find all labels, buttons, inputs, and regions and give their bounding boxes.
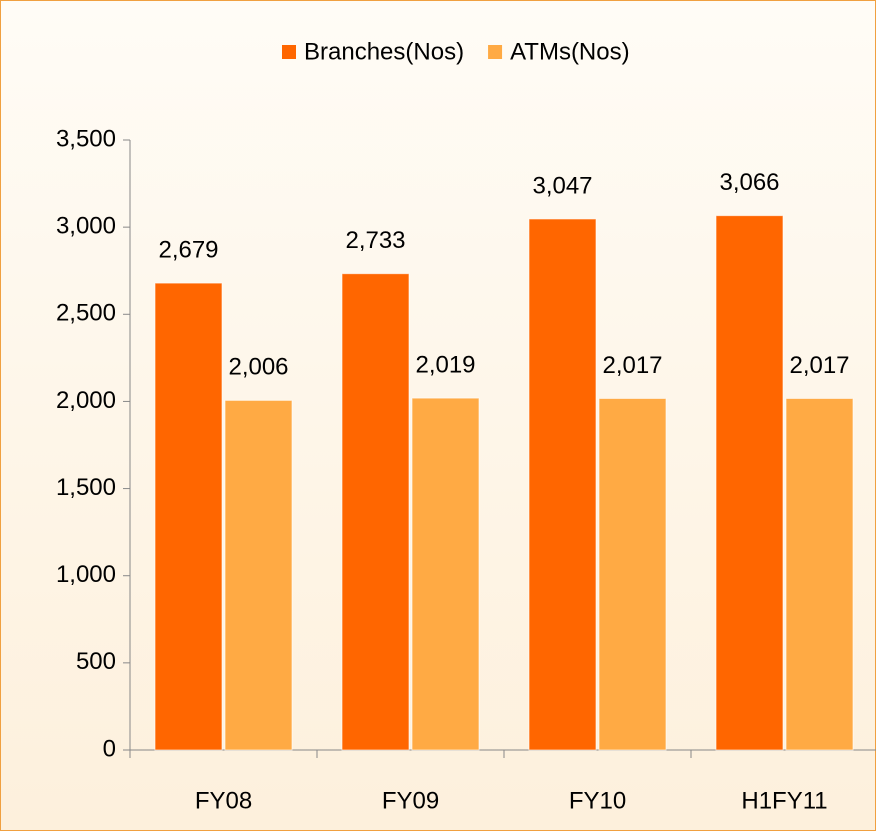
x-tick-label: FY09 — [382, 787, 439, 814]
bar — [341, 273, 410, 751]
data-label: 2,017 — [789, 352, 849, 379]
y-tick-label: 1,500 — [56, 474, 116, 501]
y-tick-label: 500 — [76, 648, 116, 675]
data-label: 2,679 — [158, 236, 218, 263]
data-label: 2,006 — [228, 354, 288, 381]
data-label: 3,047 — [532, 172, 592, 199]
bar — [154, 282, 223, 751]
legend-swatch — [488, 45, 503, 59]
y-tick-label: 0 — [103, 735, 116, 762]
data-label: 2,733 — [345, 227, 405, 254]
data-label: 3,066 — [719, 169, 779, 196]
bar — [528, 218, 597, 751]
data-label: 2,017 — [602, 352, 662, 379]
y-tick-label: 2,000 — [56, 387, 116, 414]
x-tick-label: H1FY11 — [741, 787, 827, 814]
y-tick-label: 3,500 — [56, 125, 116, 152]
bar — [598, 397, 667, 751]
legend-swatch — [282, 45, 296, 59]
bar — [411, 397, 480, 751]
y-tick-label: 3,000 — [56, 212, 116, 239]
y-tick-label: 2,500 — [56, 300, 116, 327]
bar — [785, 397, 854, 751]
legend-label: Branches(Nos) — [304, 38, 464, 65]
x-tick-label: FY10 — [569, 787, 626, 814]
legend-label: ATMs(Nos) — [510, 38, 630, 65]
x-tick-label: FY08 — [195, 787, 252, 814]
y-tick-label: 1,000 — [56, 561, 116, 588]
data-label: 2,019 — [415, 351, 475, 378]
bar — [224, 399, 293, 751]
bar — [715, 215, 784, 751]
